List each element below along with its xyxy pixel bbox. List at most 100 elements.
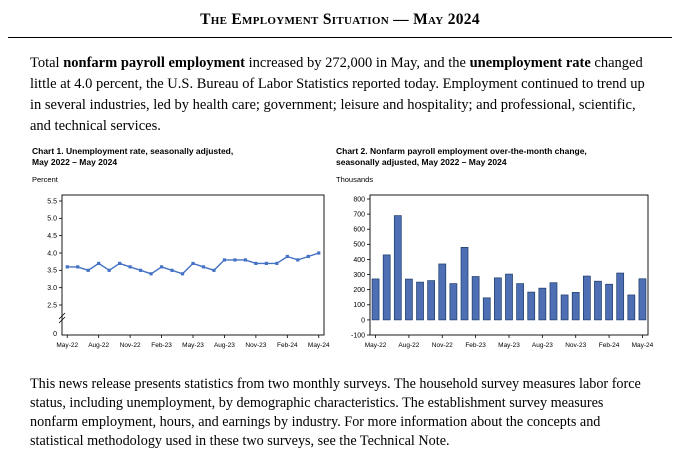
chart2-payroll-change: Chart 2. Nonfarm payroll employment over…: [336, 146, 656, 353]
payroll-bar: [371, 278, 380, 321]
data-point-marker: [170, 268, 174, 272]
chart1-title: Chart 1. Unemployment rate, seasonally a…: [32, 146, 330, 167]
payroll-bar: [582, 275, 591, 321]
data-point-marker: [97, 261, 101, 265]
chart2-plot-area: 800 700 600 500 400 300 200 100 0 -100 May-22 Aug-2…: [336, 187, 656, 353]
data-point-marker: [264, 261, 268, 265]
svg-text:May-24: May-24: [308, 342, 330, 349]
svg-text:Aug-23: Aug-23: [532, 342, 553, 349]
payroll-bar: [594, 280, 602, 321]
data-point-marker: [212, 268, 216, 272]
data-point-marker: [285, 254, 289, 259]
svg-text:600: 600: [353, 227, 365, 234]
svg-text:800: 800: [353, 196, 365, 203]
intro-text-2: increased by 272,000 in May, and the: [245, 55, 470, 71]
title-divider: [8, 37, 672, 38]
payroll-bar: [460, 247, 469, 321]
footer-paragraph: This news release presents statistics fr…: [30, 376, 641, 449]
data-point-marker: [118, 261, 122, 265]
data-point-marker: [222, 258, 227, 262]
chart1-unemployment-rate: Chart 1. Unemployment rate, seasonally a…: [32, 146, 330, 353]
payroll-bar: [505, 273, 513, 321]
payroll-bar: [549, 282, 558, 321]
svg-text:Aug-23: Aug-23: [214, 342, 235, 349]
intro-text-1: Total: [30, 55, 64, 71]
svg-text:May-24: May-24: [632, 342, 654, 349]
payroll-bar: [627, 294, 636, 321]
chart1-title-line1: Chart 1. Unemployment rate, seasonally a…: [32, 146, 234, 156]
payroll-bar: [516, 283, 524, 321]
svg-text:200: 200: [353, 287, 365, 294]
payroll-bar: [416, 281, 424, 321]
payroll-bar: [482, 297, 491, 321]
svg-text:500: 500: [353, 242, 365, 249]
data-point-marker: [275, 261, 279, 265]
chart1-plot-area: 5.5 5.0 4.5 4.0 3.5 3.0 2.5 0 May-22 Aug-22 Nov-22…: [32, 187, 330, 353]
intro-text-3: changed little at 4.0 percent, the U.S. …: [30, 55, 645, 134]
svg-text:100: 100: [353, 302, 365, 309]
data-point-marker: [76, 265, 80, 269]
page-title: The Employment Situation — May 2024: [200, 11, 480, 28]
intro-bold-unemployment: unemployment rate: [469, 55, 591, 71]
svg-text:Aug-22: Aug-22: [398, 342, 419, 349]
data-point-marker: [317, 251, 321, 255]
svg-text:Nov-22: Nov-22: [120, 342, 141, 349]
svg-text:700: 700: [353, 212, 365, 219]
chart2-title: Chart 2. Nonfarm payroll employment over…: [336, 146, 656, 167]
svg-text:0: 0: [361, 317, 365, 324]
payroll-bar: [527, 291, 536, 321]
chart2-title-line2: seasonally adjusted, May 2022 – May 2024: [336, 156, 507, 167]
intro-bold-payroll: nonfarm payroll employment: [63, 55, 245, 71]
payroll-bar: [405, 278, 413, 321]
unemployment-line-plot: 5.5 5.0 4.5 4.0 3.5 3.0 2.5 0 May-22 Aug-22 Nov-22…: [47, 194, 330, 349]
payroll-bar: [471, 276, 480, 321]
svg-text:2.5: 2.5: [47, 302, 57, 309]
payroll-bar: [560, 294, 569, 321]
svg-text:Nov-23: Nov-23: [245, 342, 266, 349]
svg-text:Feb-23: Feb-23: [151, 342, 172, 349]
svg-text:Aug-22: Aug-22: [88, 342, 109, 349]
svg-text:Feb-24: Feb-24: [277, 342, 298, 349]
svg-text:400: 400: [353, 257, 365, 264]
payroll-bar: [616, 272, 625, 321]
data-point-marker: [296, 258, 300, 262]
data-point-marker: [159, 265, 164, 269]
data-point-marker: [65, 265, 69, 269]
svg-text:300: 300: [353, 272, 365, 279]
svg-text:May-22: May-22: [365, 342, 387, 349]
data-point-marker: [254, 261, 258, 265]
svg-text:0: 0: [53, 331, 57, 338]
data-point-marker: [180, 272, 185, 276]
charts-section: Chart 1. Unemployment rate, seasonally a…: [0, 146, 680, 353]
svg-text:Feb-23: Feb-23: [465, 342, 486, 349]
svg-text:3.0: 3.0: [47, 285, 57, 292]
svg-text:Feb-24: Feb-24: [599, 342, 620, 349]
data-point-marker: [86, 268, 90, 272]
data-point-marker: [233, 258, 237, 262]
intro-paragraph: Total nonfarm payroll employment increas…: [30, 53, 650, 137]
payroll-bar: [494, 277, 502, 321]
data-point-marker: [243, 258, 247, 262]
svg-text:4.5: 4.5: [47, 233, 57, 240]
payroll-bar: [393, 215, 402, 321]
chart1-title-line2: May 2022 – May 2024: [32, 156, 118, 167]
svg-text:May-22: May-22: [56, 342, 78, 349]
payroll-bar: [538, 287, 547, 321]
payroll-bar: [638, 278, 647, 321]
svg-text:5.5: 5.5: [47, 198, 57, 205]
payroll-bar: [427, 280, 436, 321]
data-point-marker: [191, 261, 195, 265]
data-point-marker: [139, 268, 143, 272]
data-point-marker: [149, 272, 153, 276]
chart2-y-axis-label: Thousands: [336, 175, 374, 184]
payroll-bar: [605, 283, 613, 321]
data-point-marker: [306, 254, 310, 259]
chart1-y-axis-label: Percent: [32, 175, 58, 184]
data-point-marker: [201, 265, 206, 269]
data-point-marker: [107, 268, 111, 272]
chart2-title-line1: Chart 2. Nonfarm payroll employment over…: [336, 146, 587, 156]
payroll-bar: [438, 263, 447, 321]
payroll-bar: [571, 292, 580, 321]
payroll-bar: [382, 254, 391, 321]
svg-text:May-23: May-23: [182, 342, 204, 349]
